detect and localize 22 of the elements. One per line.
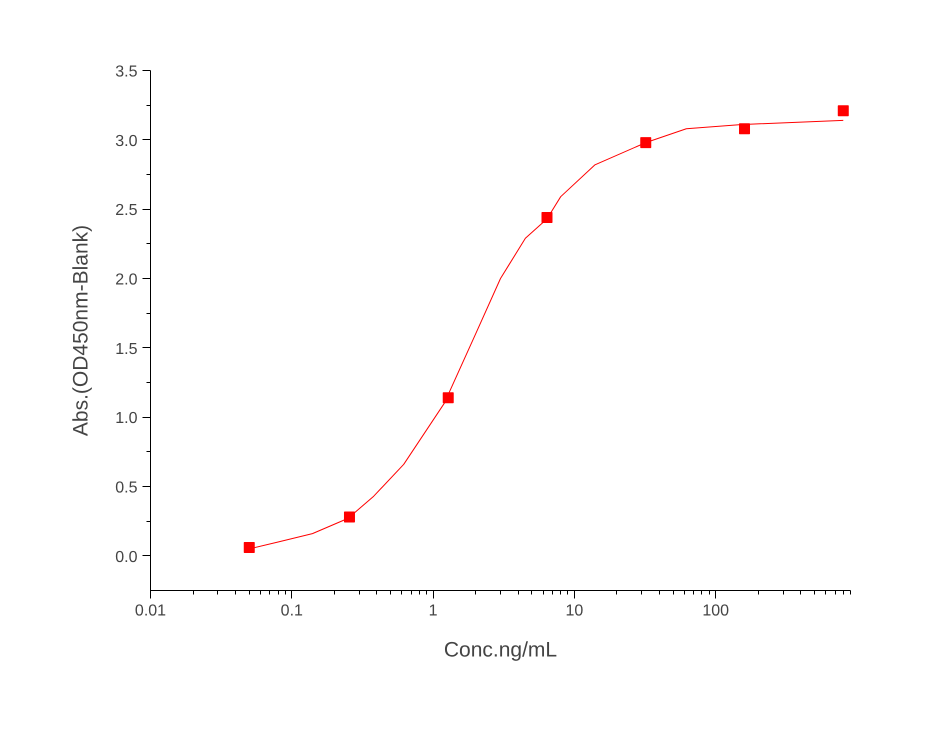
y-tick-label: 1.5 — [115, 340, 138, 358]
point — [541, 212, 552, 223]
x-tick-label: 1 — [428, 602, 438, 620]
x-axis-title: Conc.ng/mL — [444, 638, 558, 662]
y-tick-label: 2.0 — [115, 272, 138, 288]
point — [739, 123, 750, 134]
point — [640, 137, 652, 148]
x-tick-label: 100 — [702, 602, 730, 620]
point — [244, 542, 255, 554]
y-tick-label: 0.5 — [115, 480, 138, 496]
point — [442, 392, 454, 404]
y-tick-label: 0.0 — [115, 548, 138, 566]
y-axis-title: Abs.(OD450nm-Blank) — [69, 224, 92, 436]
x-tick-label: 0.1 — [280, 602, 304, 620]
y-tick-label: 2.5 — [115, 202, 138, 220]
y-tick-label: 1.0 — [115, 410, 138, 428]
x-tick-label: 10 — [565, 602, 584, 620]
point — [838, 105, 849, 116]
point — [344, 512, 355, 523]
y-tick-label: 3.5 — [115, 64, 138, 80]
x-tick-label: 0.01 — [134, 602, 166, 620]
y-tick-label: 3.0 — [115, 132, 138, 150]
